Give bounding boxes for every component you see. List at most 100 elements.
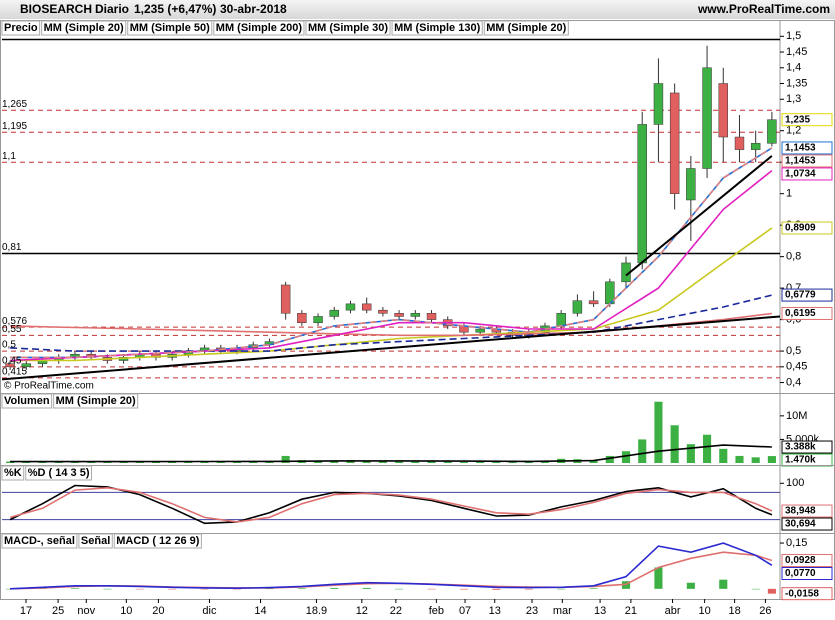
legend-box — [113, 533, 202, 549]
bar — [703, 434, 712, 463]
bar — [22, 461, 31, 463]
bar — [508, 461, 517, 463]
legend-box — [483, 20, 569, 36]
bar — [168, 588, 177, 590]
candle-body — [767, 119, 777, 144]
x-tick-label: feb — [429, 605, 444, 617]
value-badge-label: 1,0734 — [785, 169, 816, 180]
value-badge-label: 3.388k — [785, 442, 816, 453]
bar — [719, 579, 728, 589]
value-badge-label: 1,235 — [785, 114, 810, 125]
plot-area — [6, 401, 776, 463]
bar — [751, 588, 760, 590]
legend-item: MACD ( 12 26 9) — [116, 535, 199, 547]
x-tick-label: 13 — [489, 605, 501, 617]
bar — [232, 461, 242, 463]
legend-item: MM (Simple 30) — [308, 22, 388, 34]
candle-body — [750, 143, 761, 150]
bar — [621, 451, 631, 463]
bar — [492, 461, 501, 463]
bar — [427, 461, 436, 463]
candle-body — [426, 313, 437, 320]
bar — [767, 456, 776, 463]
site: www.ProRealTime.com — [697, 2, 830, 16]
level-label: 0,576 — [2, 316, 27, 327]
candle-body — [394, 313, 404, 317]
candle-body — [718, 83, 728, 138]
y-tick-label: 1,45 — [786, 46, 807, 58]
bar — [378, 461, 387, 463]
x-tick-label: 07 — [459, 605, 471, 617]
candle-body — [378, 309, 388, 314]
last-price: 1,235 (+6,47%) — [134, 2, 216, 16]
x-tick-label: mar — [553, 605, 572, 617]
level-label: 0,415 — [2, 366, 27, 377]
candle-body — [669, 92, 680, 194]
value-badge-label: 1,1453 — [785, 156, 816, 167]
value-badge-label: -0,0158 — [785, 588, 819, 599]
x-tick-label: 25 — [52, 605, 64, 617]
candle-body — [297, 313, 307, 323]
legend-item: Señal — [81, 535, 110, 547]
candle-body — [361, 303, 372, 311]
bar — [200, 588, 209, 590]
bar — [557, 588, 566, 590]
value-badge — [781, 288, 833, 302]
candle-body — [475, 328, 485, 333]
x-tick-label: 23 — [526, 605, 538, 617]
x-tick-label: abr — [665, 605, 681, 617]
series-line — [10, 169, 773, 362]
legend-box — [127, 20, 213, 36]
candle-body — [702, 67, 712, 169]
value-badge — [781, 113, 833, 127]
value-badge-label: 1,1453 — [785, 143, 816, 154]
value-badge-label: 0,0770 — [785, 568, 816, 579]
value-badge — [781, 141, 833, 155]
price-label: Precio — [4, 22, 38, 34]
candle-body — [556, 313, 566, 327]
legend-box — [78, 533, 113, 549]
candle-body — [686, 168, 696, 201]
x-tick-label: 18.9 — [306, 605, 327, 617]
header-bar — [0, 0, 835, 19]
plot-area — [2, 38, 780, 381]
series-line — [10, 542, 773, 590]
level-label: 0,81 — [2, 242, 22, 253]
value-badge-label: 30,694 — [785, 519, 816, 530]
level-label: 0,55 — [2, 324, 22, 335]
value-badge — [781, 504, 833, 518]
date: 30-abr-2018 — [220, 2, 287, 16]
trend-line — [625, 155, 773, 277]
plot-area — [6, 542, 776, 594]
candle-body — [5, 363, 15, 368]
y-tick-label: 1,35 — [786, 77, 807, 89]
bar — [605, 455, 614, 463]
bar — [6, 588, 15, 590]
legend-box — [25, 465, 92, 481]
candle-body — [572, 300, 583, 314]
y-tick-label: 0,4 — [786, 376, 801, 388]
bar — [589, 460, 598, 463]
legend-box — [53, 393, 139, 409]
x-tick-label: nov — [77, 605, 95, 617]
y-tick-label: 0,15 — [786, 537, 807, 549]
bar — [654, 567, 663, 589]
level-label: 0,5 — [2, 340, 16, 351]
candle-body — [410, 313, 421, 317]
candle-body — [329, 309, 339, 317]
bar — [427, 588, 436, 590]
candle-body — [734, 136, 745, 150]
x-tick-label: dic — [202, 605, 217, 617]
value-badge-label: 1.470k — [785, 455, 816, 466]
value-badge — [781, 154, 833, 168]
value-badge — [781, 453, 833, 467]
x-tick-label: 12 — [356, 605, 368, 617]
x-tick-label: 10 — [699, 605, 711, 617]
candle-body — [637, 124, 647, 264]
bar — [362, 587, 371, 589]
value-badge-label: 0,0928 — [785, 555, 816, 566]
level-label: 0,45 — [2, 355, 22, 366]
x-tick-label: 17 — [20, 605, 32, 617]
bar — [540, 461, 550, 463]
